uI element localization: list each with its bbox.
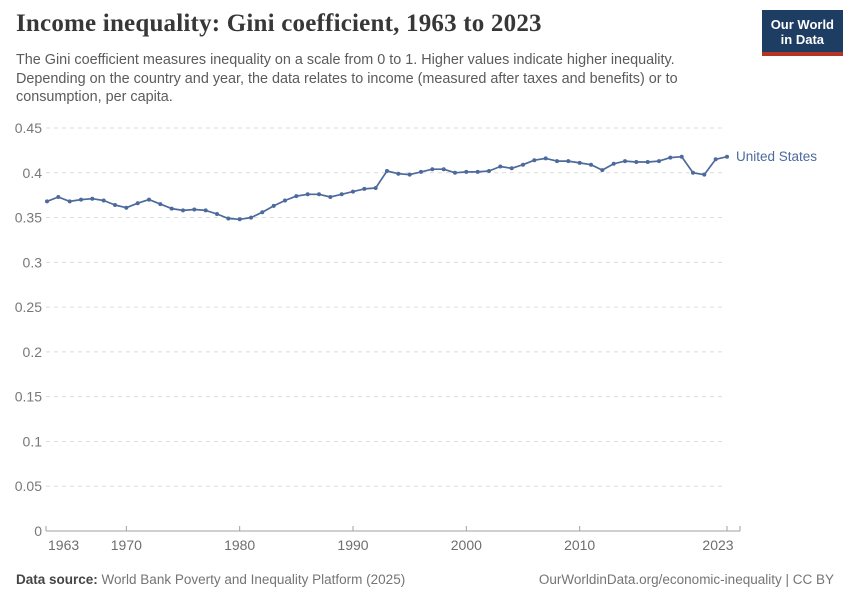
data-point[interactable] bbox=[407, 172, 412, 177]
x-tick-label: 1980 bbox=[224, 537, 255, 553]
x-axis bbox=[45, 526, 741, 532]
data-point[interactable] bbox=[351, 189, 355, 194]
data-point[interactable] bbox=[532, 158, 537, 163]
citation-link[interactable]: OurWorldinData.org/economic-inequality |… bbox=[538, 572, 834, 587]
y-tick-label: 0.15 bbox=[15, 389, 42, 405]
data-point[interactable] bbox=[124, 205, 129, 210]
data-point[interactable] bbox=[634, 160, 639, 164]
data-point[interactable] bbox=[283, 198, 287, 203]
x-tick-label: 1970 bbox=[111, 537, 142, 553]
data-point[interactable] bbox=[113, 203, 117, 207]
y-tick-label: 0.1 bbox=[23, 433, 43, 449]
data-point[interactable] bbox=[645, 160, 650, 164]
data-point[interactable] bbox=[215, 212, 219, 216]
y-tick-label: 0 bbox=[34, 523, 42, 539]
data-point[interactable] bbox=[509, 166, 514, 171]
y-tick-label: 0.2 bbox=[23, 344, 43, 360]
data-point[interactable] bbox=[317, 192, 321, 197]
data-point[interactable] bbox=[419, 169, 423, 174]
data-point[interactable] bbox=[702, 172, 707, 177]
data-point[interactable] bbox=[135, 201, 140, 206]
data-point[interactable] bbox=[305, 192, 310, 197]
y-axis-labels: 0 0.05 0.1 0.15 0.2 0.25 0.3 0.35 0.4 0.45 bbox=[15, 120, 42, 539]
data-point[interactable] bbox=[453, 170, 457, 175]
data-point[interactable] bbox=[260, 210, 265, 215]
y-tick-label: 0.45 bbox=[15, 120, 42, 136]
data-source: Data source: World Bank Poverty and Ineq… bbox=[16, 572, 405, 587]
data-source-text: World Bank Poverty and Inequality Platfo… bbox=[101, 572, 406, 587]
data-point[interactable] bbox=[237, 217, 242, 222]
y-tick-label: 0.3 bbox=[23, 254, 43, 270]
x-axis-labels: 1963 1970 1980 1990 2000 2010 2023 bbox=[48, 537, 734, 553]
data-point[interactable] bbox=[373, 186, 378, 190]
data-point[interactable] bbox=[169, 206, 174, 211]
x-tick-label: 2023 bbox=[702, 537, 733, 553]
data-point[interactable] bbox=[611, 161, 616, 166]
data-point[interactable] bbox=[45, 199, 49, 204]
data-point[interactable] bbox=[147, 197, 151, 202]
data-point[interactable] bbox=[566, 159, 571, 164]
y-tick-label: 0.25 bbox=[15, 299, 42, 315]
data-point[interactable] bbox=[79, 197, 83, 202]
data-point[interactable] bbox=[464, 169, 469, 174]
owid-logo-line1: Our World bbox=[770, 17, 834, 32]
data-point[interactable] bbox=[487, 169, 491, 173]
owid-logo[interactable]: Our World in Data bbox=[761, 10, 843, 56]
data-point[interactable] bbox=[691, 170, 695, 175]
owid-logo-line2: in Data bbox=[780, 32, 825, 47]
x-tick-label: 2000 bbox=[451, 537, 482, 553]
data-point[interactable] bbox=[430, 167, 435, 172]
x-tick-label: 2010 bbox=[564, 537, 595, 553]
y-tick-label: 0.35 bbox=[15, 210, 42, 226]
data-point[interactable] bbox=[600, 168, 605, 173]
data-point[interactable] bbox=[181, 208, 185, 213]
x-tick-label: 1990 bbox=[337, 537, 368, 553]
data-point[interactable] bbox=[362, 186, 367, 191]
data-point[interactable] bbox=[249, 215, 253, 220]
data-point[interactable] bbox=[679, 154, 684, 159]
y-tick-label: 0.05 bbox=[15, 478, 42, 494]
chart-footer: Data source: World Bank Poverty and Ineq… bbox=[16, 572, 834, 587]
data-source-label: Data source: bbox=[16, 572, 98, 587]
data-point[interactable] bbox=[90, 196, 95, 201]
data-point[interactable] bbox=[294, 194, 299, 199]
y-tick-label: 0.4 bbox=[23, 165, 43, 181]
data-point[interactable] bbox=[657, 159, 661, 164]
data-point[interactable] bbox=[271, 203, 276, 208]
data-point[interactable] bbox=[396, 171, 401, 176]
data-point[interactable] bbox=[203, 208, 208, 213]
data-point[interactable] bbox=[521, 162, 525, 167]
chart-subtitle: The Gini coefficient measures inequality… bbox=[16, 52, 678, 105]
data-point[interactable] bbox=[226, 216, 231, 221]
data-point[interactable] bbox=[158, 202, 163, 207]
data-point[interactable] bbox=[192, 207, 197, 212]
line-chart: 0 0.05 0.1 0.15 0.2 0.25 0.3 0.35 0.4 0.45 1963 197… bbox=[15, 120, 818, 553]
data-point[interactable] bbox=[475, 169, 480, 174]
data-point[interactable] bbox=[67, 199, 72, 204]
series-line[interactable] bbox=[46, 155, 728, 221]
data-point[interactable] bbox=[385, 169, 389, 173]
page-title: Income inequality: Gini coefficient, 196… bbox=[16, 10, 542, 37]
data-point[interactable] bbox=[56, 195, 61, 199]
data-point[interactable] bbox=[543, 156, 548, 161]
data-series-united-states[interactable]: United States bbox=[45, 149, 817, 222]
data-point[interactable] bbox=[328, 195, 333, 199]
data-point[interactable] bbox=[589, 162, 593, 167]
data-point[interactable] bbox=[725, 154, 729, 159]
data-point[interactable] bbox=[339, 192, 344, 197]
data-point[interactable] bbox=[555, 159, 559, 164]
y-gridlines bbox=[46, 127, 724, 487]
x-tick-label: 1963 bbox=[48, 537, 79, 553]
series-label-united-states[interactable]: United States bbox=[736, 149, 817, 164]
data-point[interactable] bbox=[101, 198, 106, 203]
data-point[interactable] bbox=[713, 157, 718, 162]
data-point[interactable] bbox=[498, 164, 503, 169]
data-point[interactable] bbox=[668, 155, 673, 160]
data-point[interactable] bbox=[577, 160, 582, 165]
data-point[interactable] bbox=[441, 167, 446, 172]
data-point[interactable] bbox=[623, 159, 627, 164]
